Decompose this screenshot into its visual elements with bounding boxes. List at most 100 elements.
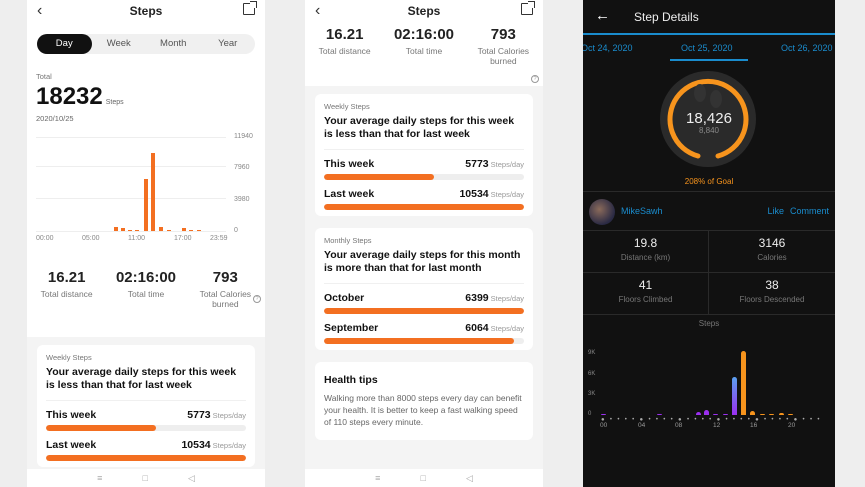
row-unit: Steps/day <box>212 441 246 450</box>
hour-dots: ●••••●••••●••••●••••●••••●••• <box>601 417 825 423</box>
x-tick: 16 <box>750 422 758 429</box>
progress-bar <box>324 308 524 314</box>
goal-percent: 208% of Goal <box>684 177 734 186</box>
summary-stats: 16.21 Total distance 02:16:00 Total time 7… <box>305 24 543 86</box>
summary-stats: 16.21 Total distance 02:16:00 Total time 7… <box>27 243 265 337</box>
calories-value: 3146 <box>758 236 786 250</box>
date-tab-current[interactable]: Oct 25, 2020 <box>681 43 733 53</box>
total-label: Total <box>36 72 52 81</box>
calories-label: Calories <box>757 253 787 262</box>
calories-label: Total Calories burned <box>199 289 252 309</box>
active-tab-indicator <box>670 59 748 61</box>
y-tick: 6K <box>588 371 596 377</box>
row-value: 5773 <box>187 409 211 421</box>
weekly-steps-card: Weekly Steps Your average daily steps fo… <box>315 94 533 216</box>
y-tick: 0 <box>234 227 238 234</box>
share-icon[interactable] <box>521 1 535 15</box>
row-value: 10534 <box>459 188 489 200</box>
tab-day[interactable]: Day <box>37 34 92 54</box>
steps-summary-screen: ‹ Steps 16.21 Total distance 02:16:00 Tota… <box>305 0 543 487</box>
date-label: 2020/10/25 <box>36 114 74 123</box>
comment-button[interactable]: Comment <box>789 206 829 216</box>
help-icon[interactable]: ? <box>531 75 539 83</box>
home-icon[interactable]: □ <box>420 473 426 483</box>
x-tick: 08 <box>675 422 683 429</box>
progress-bar <box>324 338 524 344</box>
tab-week[interactable]: Week <box>106 38 131 49</box>
time-value: 02:16:00 <box>115 269 177 286</box>
floors-climbed-label: Floors Climbed <box>618 295 673 304</box>
distance-value: 19.8 <box>633 236 658 250</box>
y-tick: 3980 <box>234 196 250 203</box>
monthly-steps-card: Monthly Steps Your average daily steps f… <box>315 228 533 350</box>
chart-title: Steps <box>698 319 720 328</box>
help-icon[interactable]: ? <box>253 295 261 303</box>
row-name: September <box>324 322 379 334</box>
back-triangle-icon[interactable]: ◁ <box>466 472 473 483</box>
date-tab-next[interactable]: Oct 26, 2020 <box>781 43 833 53</box>
date-tab-prev[interactable]: Oct 24, 2020 <box>583 43 633 53</box>
progress-bar <box>324 174 524 180</box>
menu-icon[interactable]: ≡ <box>97 473 103 483</box>
system-nav-bar: ≡ □ ◁ <box>305 469 543 487</box>
x-tick: 11:00 <box>128 235 145 242</box>
y-tick: 7960 <box>234 164 250 171</box>
distance-label: Total distance <box>318 46 371 56</box>
total-steps: 18232 Steps <box>36 83 265 111</box>
page-title: Steps <box>407 4 441 18</box>
y-tick: 0 <box>588 411 592 417</box>
row-name: This week <box>324 158 375 170</box>
x-tick: 04 <box>638 422 646 429</box>
tab-year[interactable]: Year <box>218 38 238 49</box>
like-button[interactable]: Like <box>767 206 784 216</box>
y-tick: 11940 <box>234 133 253 140</box>
row-unit: Steps/day <box>490 190 524 199</box>
distance-value: 16.21 <box>325 26 364 43</box>
page-title: Step Details <box>634 10 699 24</box>
menu-icon[interactable]: ≡ <box>375 473 381 483</box>
card-headline: Your average daily steps for this week i… <box>46 366 246 401</box>
x-tick: 23:59 <box>210 235 228 242</box>
tab-month[interactable]: Month <box>160 38 187 49</box>
x-tick: 20 <box>788 422 796 429</box>
time-label: Total time <box>405 46 443 56</box>
y-tick: 3K <box>588 391 596 397</box>
chevron-left-icon[interactable]: ‹ <box>37 2 43 19</box>
x-tick: 17:00 <box>174 235 192 242</box>
page-title: Steps <box>129 4 163 18</box>
x-tick: 00 <box>600 422 608 429</box>
arrow-left-icon[interactable]: ← <box>595 7 610 24</box>
tips-title: Health tips <box>324 374 378 386</box>
calories-value: 793 <box>212 269 238 286</box>
row-value: 10534 <box>181 439 211 451</box>
home-icon[interactable]: □ <box>142 473 148 483</box>
row-name: Last week <box>46 439 97 451</box>
card-headline: Your average daily steps for this week i… <box>324 115 524 150</box>
row-value: 6064 <box>465 322 489 334</box>
step-details-screen: ← Step Details Oct 24, 2020 Oct 25, 2020… <box>583 0 835 487</box>
step-goal: 8,840 <box>698 126 720 135</box>
x-tick: 12 <box>713 422 721 429</box>
user-row: MikeSawh Like Comment <box>583 191 835 231</box>
card-kicker: Weekly Steps <box>324 102 370 111</box>
progress-bar <box>324 204 524 210</box>
date-tabs: Oct 24, 2020 Oct 25, 2020 Oct 26, 2020 <box>583 35 835 63</box>
card-kicker: Monthly Steps <box>324 236 372 245</box>
progress-bar <box>46 455 246 461</box>
avatar[interactable] <box>589 199 615 225</box>
row-value: 5773 <box>465 158 489 170</box>
card-headline: Your average daily steps for this month … <box>324 249 524 284</box>
row-name: Last week <box>324 188 375 200</box>
time-value: 02:16:00 <box>393 26 455 43</box>
steps-day-screen: ‹ Steps Day Week Month Year Total 18232 S… <box>27 0 265 487</box>
row-unit: Steps/day <box>490 324 524 333</box>
share-icon[interactable] <box>243 1 257 15</box>
chevron-left-icon[interactable]: ‹ <box>315 2 321 19</box>
row-name: This week <box>46 409 97 421</box>
distance-label: Total distance <box>40 289 93 299</box>
row-unit: Steps/day <box>490 294 524 303</box>
step-count: 18,426 <box>686 110 732 127</box>
weekly-steps-card: Weekly Steps Your average daily steps fo… <box>37 345 255 467</box>
username-link[interactable]: MikeSawh <box>621 206 663 216</box>
back-triangle-icon[interactable]: ◁ <box>188 472 195 483</box>
